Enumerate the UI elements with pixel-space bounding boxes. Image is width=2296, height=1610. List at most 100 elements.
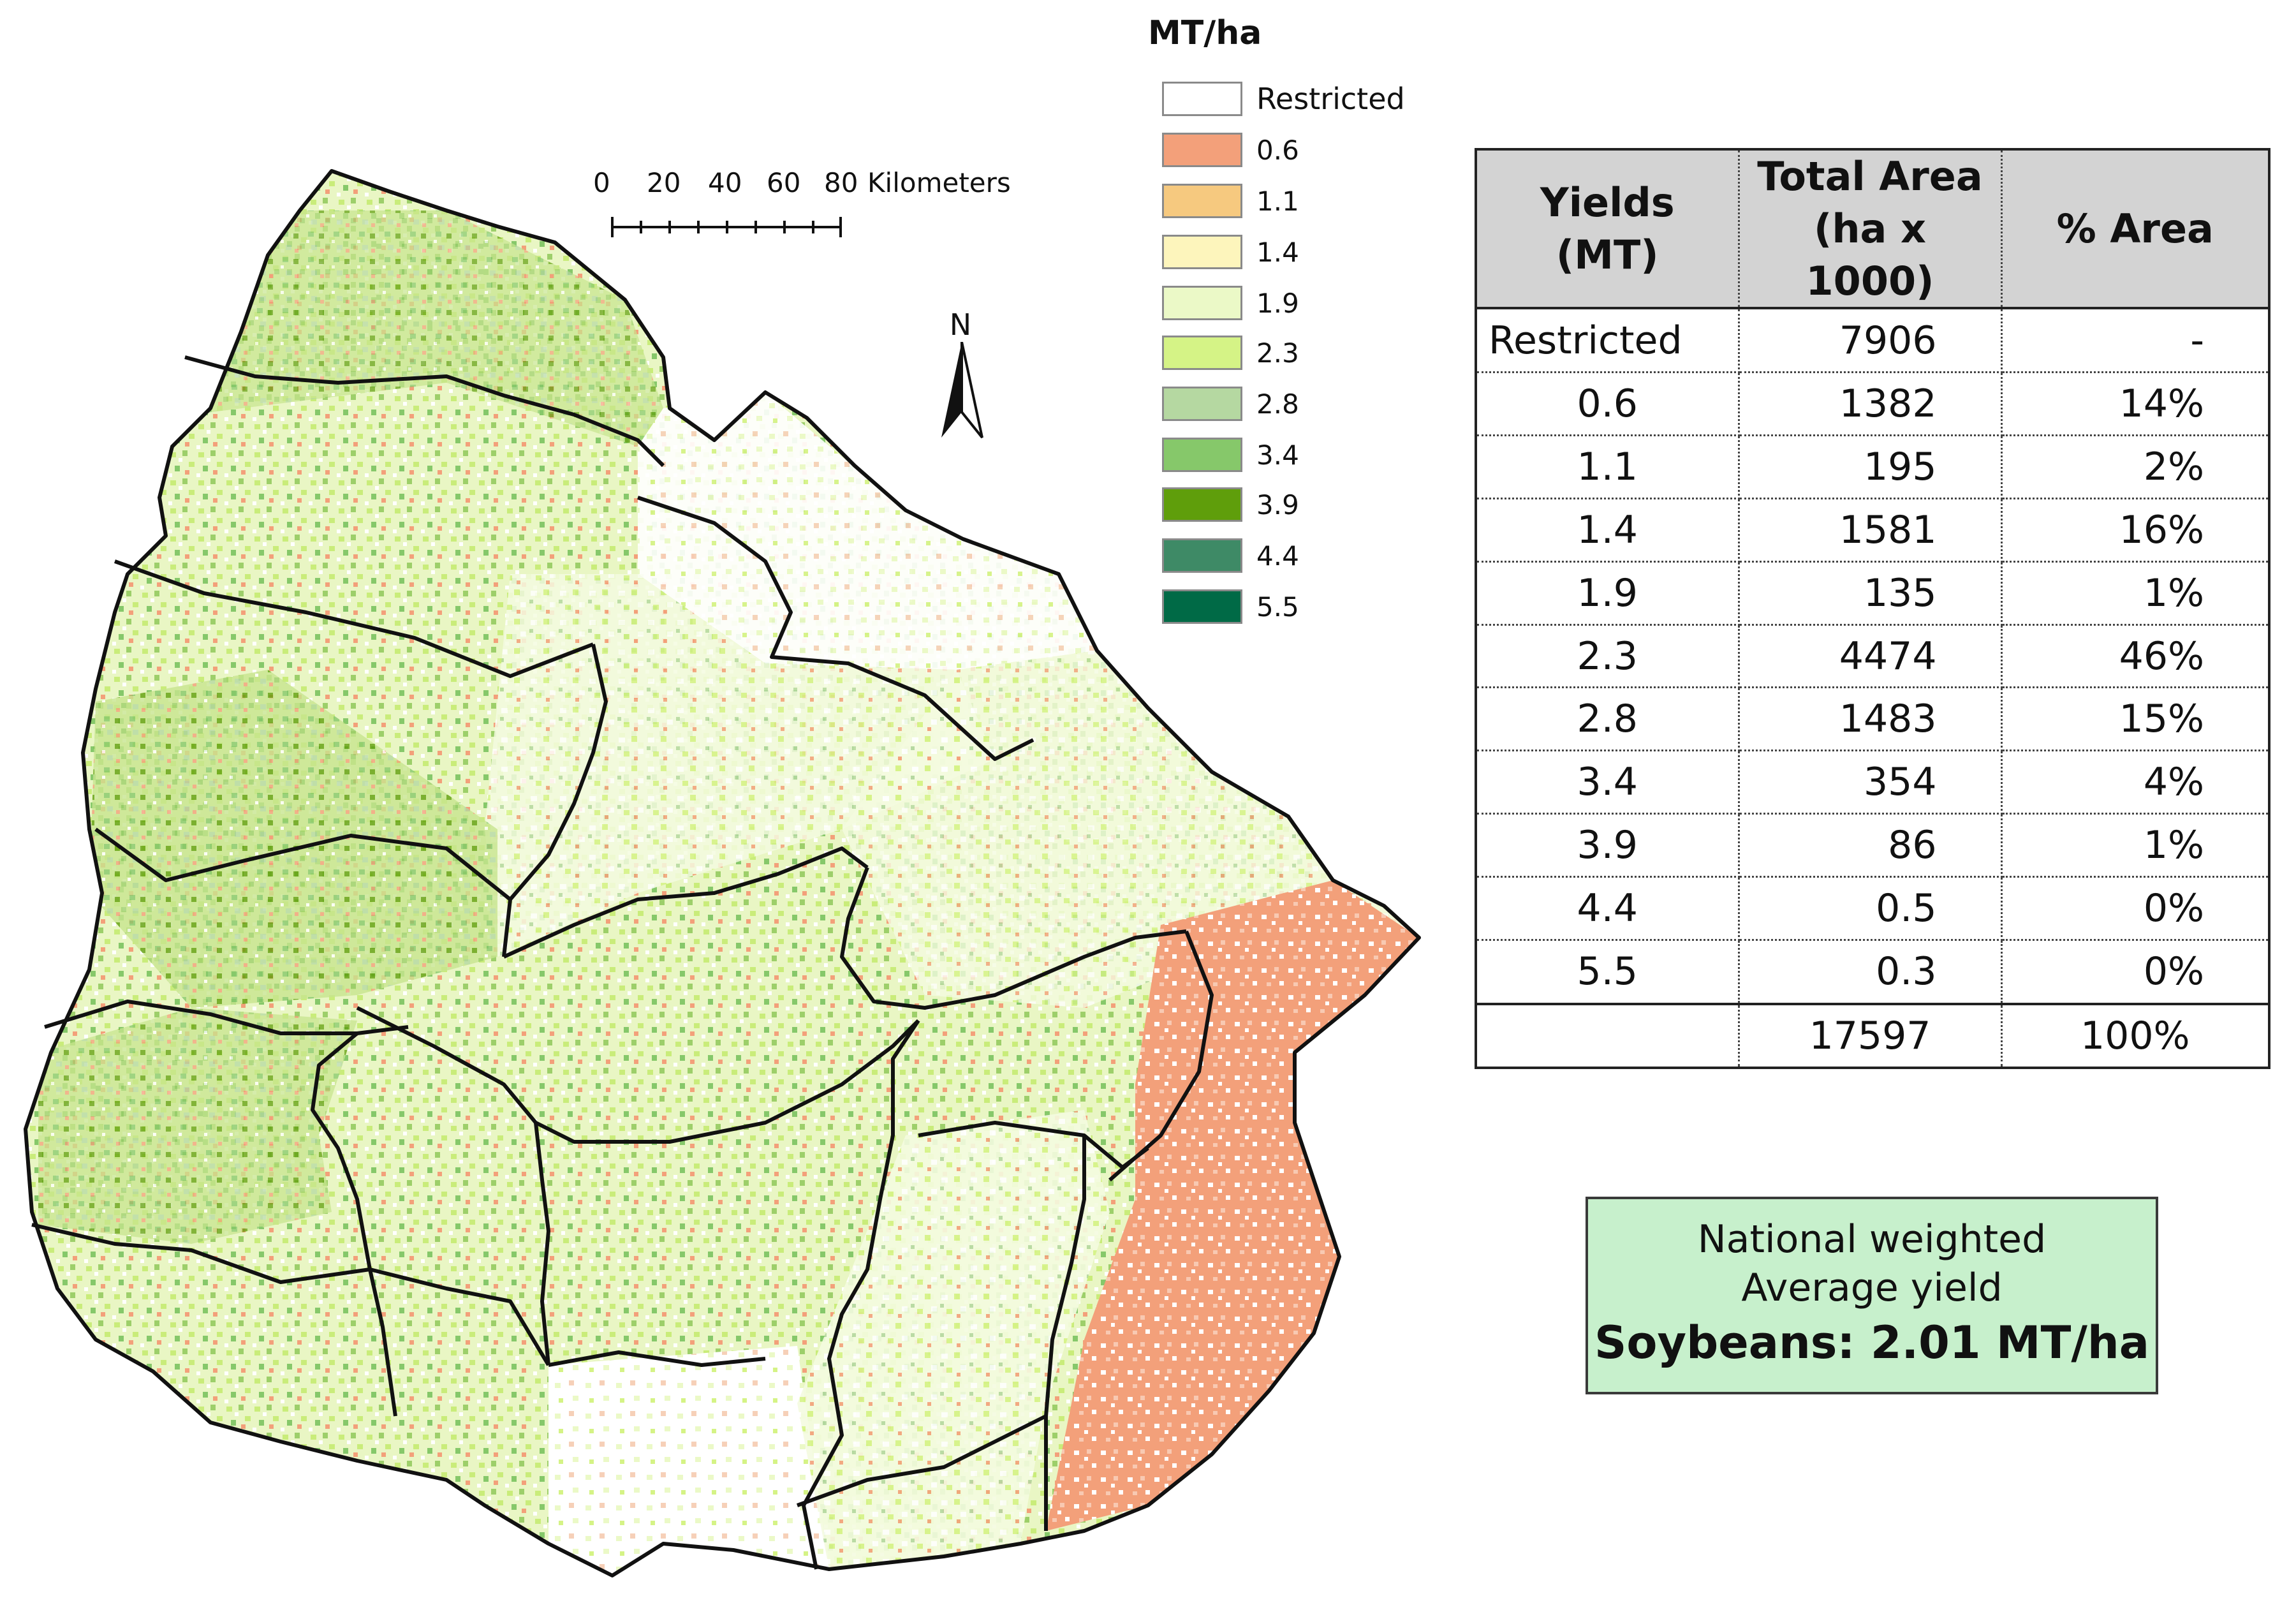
cell-yield: 3.9 bbox=[1475, 813, 1740, 878]
table-row: 3.9 86 1% bbox=[1475, 813, 2270, 878]
cell-pct: 2% bbox=[2000, 435, 2270, 499]
table-total-row: 17597 100% bbox=[1475, 1002, 2270, 1070]
legend-item-3-9: 3.9 bbox=[1162, 487, 1299, 522]
legend-item-0-6: 0.6 bbox=[1162, 133, 1299, 167]
cell-yield: 2.8 bbox=[1475, 687, 1740, 752]
cell-pct: 15% bbox=[2000, 687, 2270, 752]
legend-swatch bbox=[1162, 235, 1242, 269]
scale-unit: Kilometers bbox=[867, 167, 1011, 198]
header-yields: Yields (MT) bbox=[1475, 147, 1740, 310]
national-average-box: National weighted Average yield Soybeans… bbox=[1586, 1197, 2158, 1394]
table-row: 1.4 1581 16% bbox=[1475, 498, 2270, 563]
legend-item-1-9: 1.9 bbox=[1162, 286, 1299, 320]
legend-swatch bbox=[1162, 133, 1242, 167]
legend-label: 2.3 bbox=[1256, 337, 1299, 369]
yield-area-table: Yields (MT) Total Area (ha x 1000) % Are… bbox=[1475, 147, 2270, 1070]
legend-label: 2.8 bbox=[1256, 388, 1299, 420]
scale-tick-60: 60 bbox=[767, 167, 801, 198]
legend-swatch bbox=[1162, 387, 1242, 421]
cell-yield: 0.6 bbox=[1475, 372, 1740, 436]
legend-label: 3.9 bbox=[1256, 489, 1299, 521]
cell-pct: 1% bbox=[2000, 561, 2270, 626]
scale-tick-80: 80 bbox=[824, 167, 858, 198]
legend-swatch bbox=[1162, 82, 1242, 116]
legend-swatch bbox=[1162, 184, 1242, 218]
legend-label: 1.9 bbox=[1256, 287, 1299, 319]
legend-label: Restricted bbox=[1256, 82, 1405, 116]
header-total-area-line2: (ha x 1000) bbox=[1806, 205, 1934, 304]
legend-item-restricted: Restricted bbox=[1162, 82, 1405, 116]
north-arrow: N bbox=[930, 307, 994, 447]
cell-area: 354 bbox=[1737, 750, 2003, 815]
legend-item-2-8: 2.8 bbox=[1162, 387, 1299, 421]
cell-area: 0.3 bbox=[1737, 940, 2003, 1005]
cell-area: 135 bbox=[1737, 561, 2003, 626]
cell-yield: 5.5 bbox=[1475, 940, 1740, 1005]
table-row: Restricted 7906 - bbox=[1475, 308, 2270, 373]
cell-yield: Restricted bbox=[1475, 308, 1740, 373]
legend-swatch bbox=[1162, 286, 1242, 320]
legend-label: 4.4 bbox=[1256, 540, 1299, 572]
cell-pct: 14% bbox=[2000, 372, 2270, 436]
cell-area: 0.5 bbox=[1737, 876, 2003, 942]
legend-swatch bbox=[1162, 438, 1242, 472]
legend-label: 1.1 bbox=[1256, 185, 1299, 217]
cell-yield: 1.4 bbox=[1475, 498, 1740, 563]
cell-pct: - bbox=[2000, 308, 2270, 373]
cell-area: 195 bbox=[1737, 435, 2003, 499]
table-row: 2.8 1483 15% bbox=[1475, 687, 2270, 752]
cell-yield: 2.3 bbox=[1475, 624, 1740, 689]
table-row: 1.9 135 1% bbox=[1475, 561, 2270, 626]
cell-area: 1581 bbox=[1737, 498, 2003, 563]
cell-pct: 0% bbox=[2000, 876, 2270, 942]
table-row: 0.6 1382 14% bbox=[1475, 372, 2270, 436]
table-row: 5.5 0.3 0% bbox=[1475, 940, 2270, 1005]
cell-total-label bbox=[1475, 1002, 1740, 1070]
legend-item-5-5: 5.5 bbox=[1162, 589, 1299, 624]
scale-tick-0: 0 bbox=[593, 167, 610, 198]
cell-total-area: 17597 bbox=[1737, 1002, 2003, 1070]
legend-swatch bbox=[1162, 487, 1242, 522]
cell-yield: 4.4 bbox=[1475, 876, 1740, 942]
legend-item-3-4: 3.4 bbox=[1162, 438, 1299, 472]
legend-swatch bbox=[1162, 538, 1242, 573]
cell-area: 4474 bbox=[1737, 624, 2003, 689]
legend-title: MT/ha bbox=[1148, 14, 1262, 52]
north-label: N bbox=[949, 307, 972, 342]
header-pct-area: % Area bbox=[2000, 147, 2270, 310]
legend-label: 3.4 bbox=[1256, 439, 1299, 471]
average-line1: National weighted bbox=[1697, 1217, 2047, 1262]
legend-item-1-4: 1.4 bbox=[1162, 235, 1299, 269]
legend-item-2-3: 2.3 bbox=[1162, 336, 1299, 370]
cell-area: 1483 bbox=[1737, 687, 2003, 752]
cell-area: 1382 bbox=[1737, 372, 2003, 436]
cell-pct: 16% bbox=[2000, 498, 2270, 563]
scale-bar bbox=[611, 217, 842, 237]
legend-item-4-4: 4.4 bbox=[1162, 538, 1299, 573]
cell-pct: 1% bbox=[2000, 813, 2270, 878]
cell-yield: 1.9 bbox=[1475, 561, 1740, 626]
header-total-area: Total Area (ha x 1000) bbox=[1737, 147, 2003, 310]
cell-pct: 46% bbox=[2000, 624, 2270, 689]
average-soybeans: Soybeans: 2.01 MT/ha bbox=[1594, 1317, 2149, 1369]
table-row: 4.4 0.5 0% bbox=[1475, 876, 2270, 942]
cell-area: 7906 bbox=[1737, 308, 2003, 373]
table-row: 2.3 4474 46% bbox=[1475, 624, 2270, 689]
scale-tick-20: 20 bbox=[647, 167, 681, 198]
cell-pct: 4% bbox=[2000, 750, 2270, 815]
table-row: 1.1 195 2% bbox=[1475, 435, 2270, 499]
legend-label: 0.6 bbox=[1256, 134, 1299, 166]
cell-pct: 0% bbox=[2000, 940, 2270, 1005]
legend-swatch bbox=[1162, 589, 1242, 624]
scale-tick-40: 40 bbox=[708, 167, 742, 198]
cell-yield: 1.1 bbox=[1475, 435, 1740, 499]
table-header-row: Yields (MT) Total Area (ha x 1000) % Are… bbox=[1475, 147, 2270, 310]
legend-swatch bbox=[1162, 336, 1242, 370]
legend-item-1-1: 1.1 bbox=[1162, 184, 1299, 218]
legend-label: 5.5 bbox=[1256, 591, 1299, 623]
table-row: 3.4 354 4% bbox=[1475, 750, 2270, 815]
department-boundaries bbox=[26, 171, 1419, 1576]
legend-label: 1.4 bbox=[1256, 236, 1299, 268]
average-line2: Average yield bbox=[1741, 1266, 2003, 1310]
cell-yield: 3.4 bbox=[1475, 750, 1740, 815]
